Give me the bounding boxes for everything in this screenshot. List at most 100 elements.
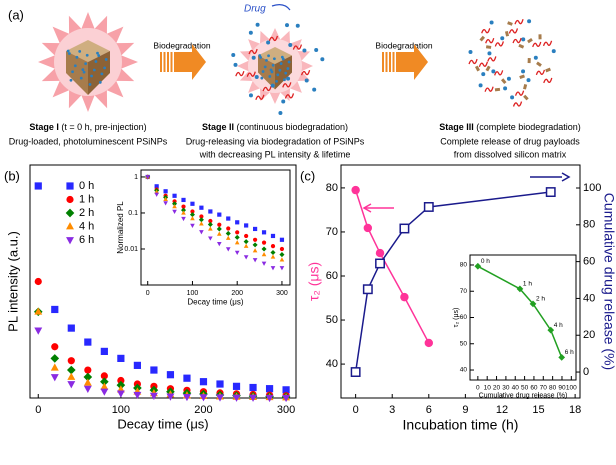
x-tick-label: 70	[540, 385, 548, 392]
silicon-fragment	[518, 43, 525, 49]
point	[149, 392, 158, 400]
x-tick-label: 9	[462, 404, 468, 416]
drug-dot	[281, 57, 285, 61]
silicon-fragment	[475, 65, 481, 72]
point	[190, 209, 195, 214]
x-tick-label: 300	[276, 290, 288, 297]
y2-tick-label: 40	[583, 292, 595, 304]
x-tick-label: 0	[353, 404, 359, 416]
y2-tick-label: 60	[583, 256, 595, 268]
stage-name: Stage I	[29, 122, 59, 132]
process-arrow-stripe	[382, 52, 384, 72]
point	[243, 243, 249, 248]
drug-molecule	[485, 38, 495, 44]
drug-molecule	[512, 37, 522, 44]
y-tick-label: 0.1	[128, 210, 138, 217]
drug-dot	[103, 66, 107, 70]
drug-dot	[284, 71, 288, 75]
point	[235, 230, 240, 235]
process-arrow	[174, 44, 206, 80]
point	[190, 216, 195, 221]
drug-dot	[468, 49, 473, 54]
x-axis-label: Decay time (μs)	[187, 297, 244, 306]
silicon-fragment	[507, 21, 513, 26]
x-tick-label: 300	[277, 404, 295, 416]
drug-molecule	[235, 70, 245, 77]
point	[217, 222, 222, 227]
drug-dot	[85, 53, 89, 57]
point	[279, 252, 285, 258]
drug-molecule	[494, 41, 504, 47]
drug-dot	[254, 75, 259, 80]
point	[252, 242, 258, 248]
point	[84, 338, 92, 346]
process-arrow-stripe	[167, 52, 169, 72]
point-label: 1 h	[523, 281, 532, 288]
x-tick-label: 100	[187, 290, 199, 297]
stage-name: Stage III	[439, 122, 474, 132]
drug-dot	[275, 79, 278, 83]
drug-molecule	[478, 61, 489, 68]
process-arrow-stripe	[170, 52, 173, 72]
drug-dot	[248, 30, 253, 35]
point	[424, 338, 433, 348]
point	[279, 266, 285, 271]
point	[50, 354, 60, 363]
point	[282, 386, 290, 394]
x-tick-label: 30	[502, 385, 510, 392]
silicon-fragment	[523, 83, 528, 90]
plot-frame	[469, 254, 577, 381]
y-axis-label: τ₂ (μs)	[306, 262, 322, 301]
panel-label: (c)	[300, 168, 315, 183]
point	[207, 221, 213, 227]
point	[172, 204, 177, 209]
point	[116, 380, 126, 390]
drug-dot	[287, 60, 291, 64]
point	[100, 377, 109, 387]
drug-dot	[320, 57, 325, 62]
point	[225, 247, 231, 252]
stage-detail: (continuous biodegradation)	[236, 122, 348, 132]
drug-dot	[267, 54, 270, 58]
point	[375, 248, 385, 258]
y-axis-label: PL intensity (a.u.)	[5, 231, 20, 332]
point	[252, 237, 258, 242]
point	[182, 393, 191, 402]
drug-dot	[286, 67, 290, 70]
drug-molecule	[262, 85, 272, 92]
drug-dot	[286, 76, 291, 81]
x-tick-label: 100	[566, 385, 577, 392]
point	[208, 218, 213, 224]
point	[261, 252, 267, 257]
drug-dot	[489, 20, 494, 25]
point	[190, 223, 195, 228]
x-tick-label: 15	[532, 404, 544, 416]
legend-marker	[65, 208, 75, 218]
point	[133, 391, 142, 400]
legend-marker	[66, 222, 74, 230]
point	[181, 216, 186, 222]
drug-arrow	[271, 4, 291, 11]
point	[189, 212, 195, 218]
drug-dot	[478, 83, 483, 88]
silicon-fragment	[527, 37, 533, 44]
point	[244, 233, 249, 239]
drug-dot	[278, 111, 283, 116]
point	[163, 201, 168, 206]
point	[362, 284, 373, 295]
drug-dot	[266, 40, 271, 45]
point	[249, 394, 258, 402]
drug-dot	[81, 68, 85, 72]
point	[279, 246, 285, 252]
drug-dot	[233, 62, 238, 67]
drug-molecule	[532, 41, 542, 48]
point	[529, 300, 537, 308]
point	[100, 372, 108, 380]
drug-dot	[75, 55, 79, 59]
drug-molecule	[300, 70, 311, 76]
y-tick-label: 40	[460, 367, 468, 374]
y-tick-label: 80	[460, 262, 468, 269]
point	[66, 365, 76, 375]
point	[252, 258, 258, 263]
point	[34, 182, 42, 190]
